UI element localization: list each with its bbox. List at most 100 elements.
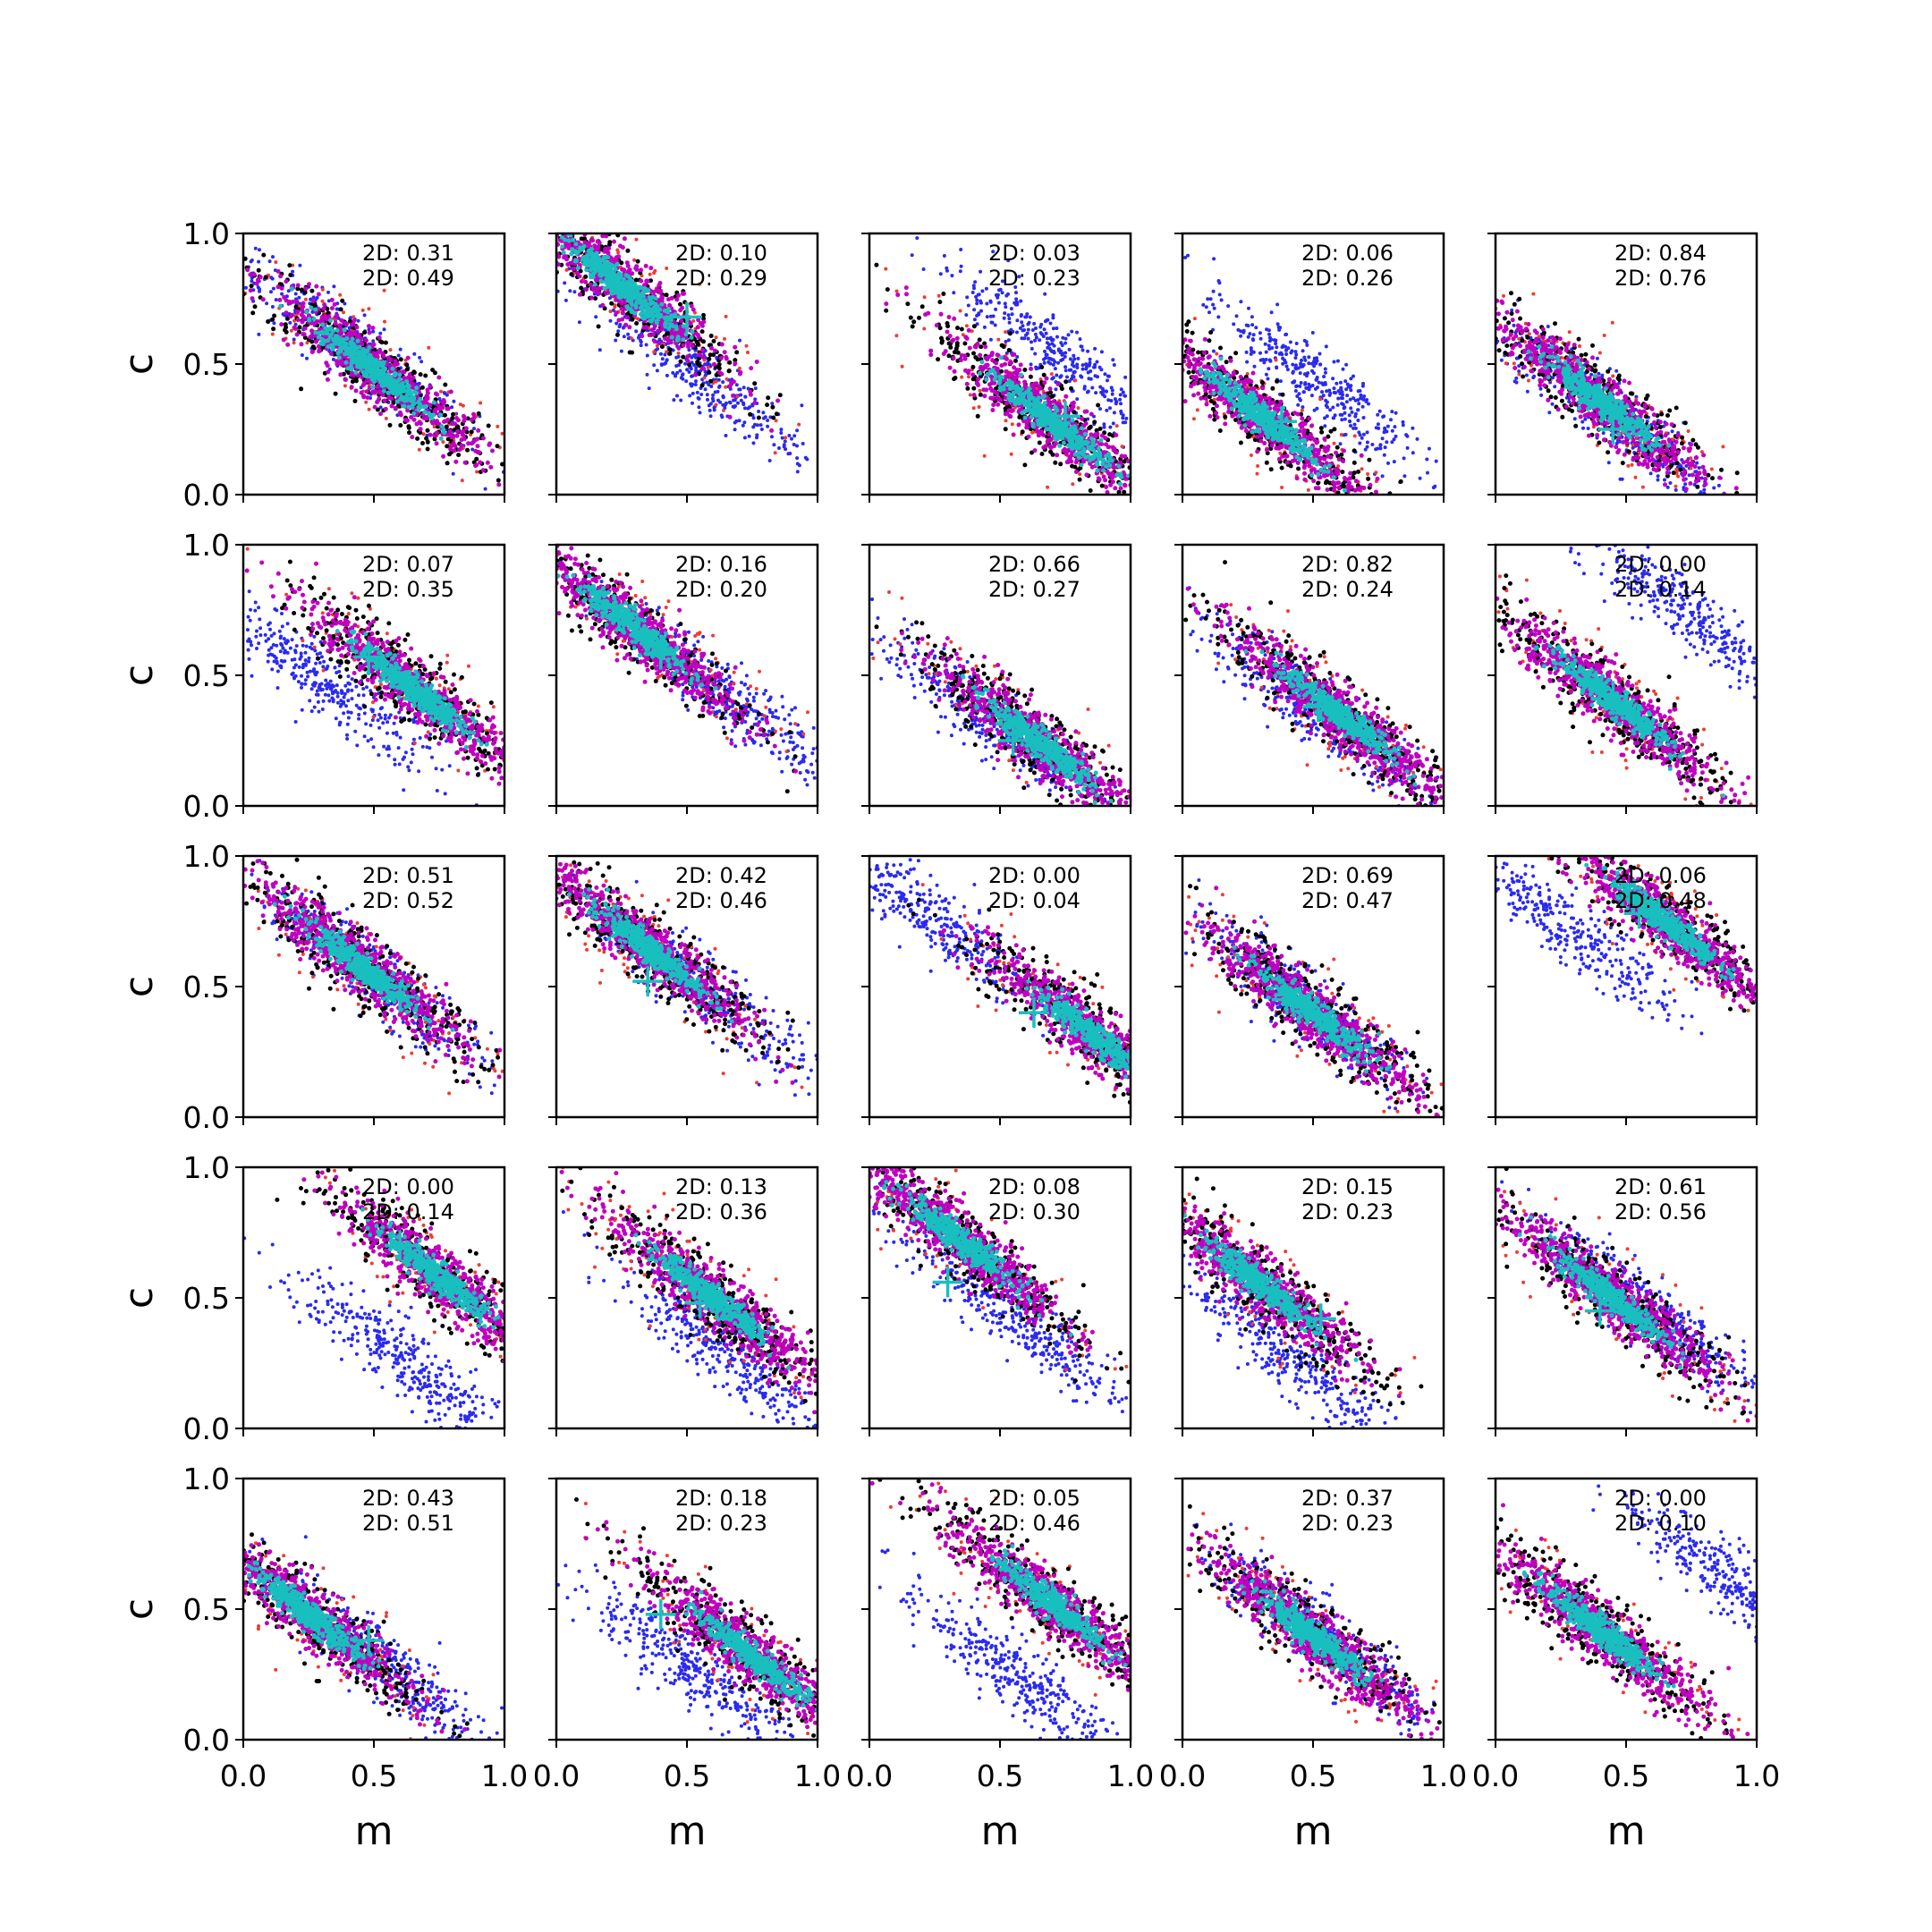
magenta-point [393, 405, 398, 411]
blue-point [734, 419, 739, 423]
magenta-point [451, 440, 456, 445]
blue-point [315, 296, 319, 300]
blue-point [743, 406, 747, 411]
blue-point [1121, 413, 1125, 418]
blue-point [761, 411, 766, 415]
blue-point [991, 250, 996, 254]
magenta-point [685, 341, 691, 346]
cyan-point [641, 289, 647, 294]
black-point [971, 351, 976, 356]
blue-point [639, 340, 643, 344]
red-point [970, 329, 974, 334]
blue-point [1026, 322, 1030, 326]
blue-point [1098, 385, 1103, 389]
black-point [348, 318, 352, 324]
blue-point [708, 414, 713, 419]
magenta-point [718, 355, 724, 360]
blue-point [253, 246, 258, 250]
blue-point [803, 455, 808, 460]
magenta-point [602, 249, 607, 254]
magenta-point [480, 468, 486, 473]
magenta-point [701, 366, 707, 371]
magenta-point [738, 369, 743, 375]
cyan-point [337, 337, 343, 343]
magenta-point [295, 283, 301, 288]
magenta-point [1096, 476, 1101, 481]
magenta-point [1123, 476, 1129, 481]
cyan-point [629, 297, 634, 302]
red-point [292, 318, 296, 323]
blue-point [1079, 344, 1083, 349]
magenta-point [1055, 382, 1061, 386]
magenta-point [364, 389, 369, 394]
black-point [936, 357, 941, 362]
black-point [432, 436, 437, 442]
red-point [698, 282, 702, 286]
magenta-point [286, 299, 292, 304]
cyan-point [575, 250, 580, 255]
magenta-point [329, 297, 335, 302]
red-point [364, 400, 369, 404]
blue-point [1006, 258, 1011, 263]
magenta-point [277, 297, 283, 302]
magenta-point [314, 284, 319, 289]
blue-point [993, 323, 997, 327]
black-point [309, 339, 315, 344]
cyan-point [343, 360, 349, 365]
magenta-point [326, 314, 332, 319]
cyan-point [320, 337, 325, 343]
blue-point [985, 301, 989, 306]
blue-point [979, 269, 983, 274]
magenta-point [361, 381, 367, 386]
magenta-point [301, 301, 306, 306]
magenta-point [1073, 470, 1079, 474]
blue-point [1044, 331, 1048, 335]
black-point [917, 315, 921, 320]
blue-point [1076, 356, 1080, 360]
magenta-point [382, 398, 387, 403]
red-point [982, 453, 987, 458]
magenta-point [1106, 445, 1112, 450]
magenta-point [471, 411, 476, 417]
red-point [475, 470, 479, 474]
red-point [1114, 424, 1119, 428]
blue-point [699, 393, 704, 396]
blue-point [292, 337, 296, 342]
magenta-point [990, 408, 996, 412]
blue-point [270, 305, 275, 309]
blue-point [662, 361, 666, 366]
blue-point [952, 291, 956, 295]
blue-point [655, 369, 659, 373]
blue-point [645, 372, 649, 377]
cyan-point [658, 314, 664, 319]
magenta-point [619, 306, 624, 311]
blue-point [738, 338, 741, 343]
red-point [1030, 430, 1035, 435]
magenta-point [634, 264, 640, 269]
blue-point [1048, 361, 1053, 366]
magenta-point [425, 391, 430, 395]
magenta-point [1024, 425, 1030, 430]
magenta-point [589, 237, 595, 242]
cyan-point [573, 258, 579, 263]
blue-point [371, 339, 376, 343]
blue-point [1055, 335, 1059, 339]
black-point [598, 246, 604, 251]
black-point [469, 429, 474, 435]
magenta-point [669, 329, 674, 335]
magenta-point [995, 391, 1000, 396]
cyan-point [438, 412, 444, 418]
blue-point [734, 383, 739, 387]
blue-point [975, 298, 979, 302]
magenta-point [461, 428, 466, 434]
blue-point [674, 364, 679, 369]
magenta-point [485, 460, 490, 465]
blue-point [326, 290, 330, 294]
cyan-point [349, 367, 354, 372]
blue-point [1004, 351, 1009, 355]
blue-point [607, 296, 612, 301]
magenta-point [414, 421, 419, 427]
red-point [367, 407, 371, 411]
blue-point [665, 358, 669, 362]
